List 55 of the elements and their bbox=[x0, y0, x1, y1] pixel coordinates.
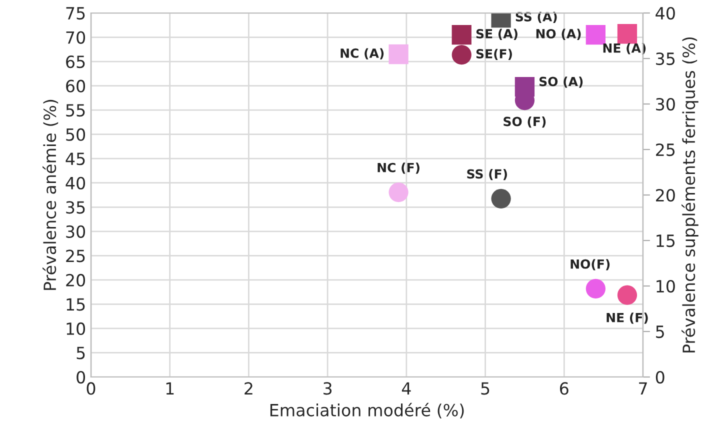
point bbox=[491, 188, 511, 208]
point bbox=[388, 182, 408, 202]
point bbox=[388, 44, 408, 64]
y-tick-label: 75 bbox=[66, 7, 85, 20]
point bbox=[617, 24, 638, 44]
point bbox=[452, 25, 472, 45]
x-tick-label: 4 bbox=[402, 382, 411, 395]
x-tick-label: 3 bbox=[324, 382, 332, 395]
y-tick-label: 0 bbox=[76, 370, 86, 384]
x-tick-label: 7 bbox=[639, 382, 647, 395]
series-label: SO (F) bbox=[504, 116, 546, 128]
series-label: NO(F) bbox=[570, 259, 610, 270]
x-tick-label: 5 bbox=[481, 382, 490, 395]
y2-tick-label: 15 bbox=[656, 234, 675, 248]
series-label: SE (A) bbox=[476, 28, 518, 40]
series-label: NC (F) bbox=[378, 162, 420, 174]
y-axis-title: Prévalence anémie (%) bbox=[42, 100, 58, 290]
y-tick-label: 45 bbox=[66, 152, 85, 166]
series-label: SO (A) bbox=[540, 76, 583, 88]
y-tick-label: 25 bbox=[66, 250, 85, 262]
x-tick-label: 1 bbox=[166, 382, 174, 395]
y-tick-label: 35 bbox=[66, 201, 85, 214]
y2-tick-label: 10 bbox=[656, 280, 675, 293]
series-label: NC (A) bbox=[340, 48, 384, 60]
series-label: NE (F) bbox=[606, 312, 648, 324]
y2-tick-label: 30 bbox=[656, 98, 675, 111]
y-tick-label: 55 bbox=[66, 104, 85, 117]
series-label: SS (F) bbox=[467, 168, 507, 180]
y-tick-label: 60 bbox=[66, 80, 86, 92]
point bbox=[617, 285, 638, 305]
point bbox=[586, 25, 606, 45]
series-label: SE(F) bbox=[476, 48, 512, 60]
y2-tick-label: 5 bbox=[656, 326, 664, 338]
y2-tick-label: 0 bbox=[656, 370, 664, 384]
y2-axis-title: Prévalence suppléments ferriques (%) bbox=[682, 37, 698, 352]
point bbox=[452, 45, 472, 65]
y-tick-label: 30 bbox=[66, 225, 86, 238]
x-axis-title: Emaciation modéré (%) bbox=[270, 402, 464, 418]
y2-tick-label: 20 bbox=[656, 188, 675, 202]
y-tick-label: 15 bbox=[66, 298, 85, 311]
point bbox=[586, 278, 606, 299]
y2-tick-label: 25 bbox=[656, 143, 675, 156]
y-tick-label: 70 bbox=[66, 31, 86, 44]
y-tick-label: 5 bbox=[76, 346, 85, 360]
y-tick-label: 20 bbox=[66, 274, 86, 286]
y2-tick-label: 35 bbox=[656, 52, 675, 66]
series-label: NO (A) bbox=[536, 28, 581, 40]
y-tick-label: 65 bbox=[66, 55, 85, 68]
x-tick-label: 2 bbox=[244, 382, 252, 395]
y-tick-label: 50 bbox=[66, 128, 86, 141]
x-tick-label: 6 bbox=[560, 382, 568, 395]
y2-tick-label: 40 bbox=[656, 6, 675, 20]
x-tick-label: 0 bbox=[86, 382, 96, 395]
y-tick-label: 10 bbox=[66, 322, 86, 336]
y-tick-label: 40 bbox=[66, 176, 86, 190]
